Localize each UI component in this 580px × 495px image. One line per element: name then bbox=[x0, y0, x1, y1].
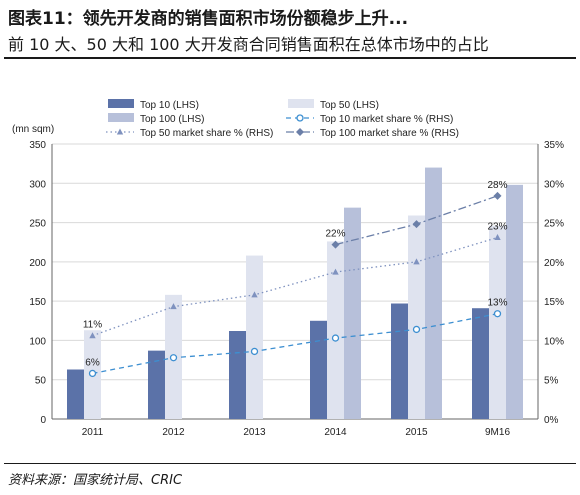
bar bbox=[506, 184, 523, 419]
y2-axis-tick-label: 10% bbox=[544, 336, 564, 347]
y-axis-tick-label: 250 bbox=[29, 219, 46, 230]
data-point bbox=[494, 234, 501, 240]
y2-axis-tick-label: 20% bbox=[544, 258, 564, 269]
legend-label: Top 100 market share % (RHS) bbox=[320, 128, 459, 139]
data-point bbox=[331, 334, 340, 342]
bar bbox=[408, 215, 425, 419]
y2-axis-tick-label: 30% bbox=[544, 179, 564, 190]
data-label: 11% bbox=[83, 320, 102, 331]
data-point bbox=[250, 347, 259, 356]
page-subtitle: 前 10 大、50 大和 100 大开发商合同销售面积在总体市场中的占比 bbox=[8, 35, 489, 54]
bar bbox=[489, 225, 506, 419]
x-axis-tick-label: 2014 bbox=[324, 427, 347, 438]
data-point bbox=[116, 128, 124, 135]
y2-axis-tick-label: 35% bbox=[544, 140, 564, 151]
x-axis-tick-label: 2011 bbox=[82, 427, 104, 438]
bar bbox=[246, 255, 263, 419]
market-share-chart: 0 50 100 150 200 250 300 350 0% 5% 10% 15% 20% 25% 30%… bbox=[12, 99, 564, 438]
source-note: 资料来源：国家统计局、CRIC bbox=[8, 473, 183, 488]
data-point bbox=[296, 114, 304, 122]
data-point bbox=[251, 291, 258, 298]
data-point bbox=[412, 220, 421, 229]
legend-label: Top 100 (LHS) bbox=[140, 114, 204, 125]
data-label: 28% bbox=[487, 180, 507, 191]
data-label: 23% bbox=[487, 222, 507, 233]
legend-label: Top 50 (LHS) bbox=[320, 100, 379, 111]
data-point bbox=[89, 332, 96, 339]
data-point bbox=[88, 369, 97, 378]
bar bbox=[425, 167, 442, 419]
legend-swatch bbox=[108, 99, 134, 108]
legend-swatch bbox=[288, 99, 314, 108]
bar bbox=[148, 350, 165, 419]
y-axis-tick-label: 150 bbox=[29, 297, 46, 308]
x-axis-tick-label: 2012 bbox=[162, 427, 185, 438]
series-line bbox=[92, 236, 498, 337]
data-label: 22% bbox=[325, 229, 345, 240]
y-axis-tick-label: 0 bbox=[40, 415, 46, 426]
bar bbox=[327, 241, 344, 419]
y-axis-tick-label: 200 bbox=[29, 258, 46, 269]
bar bbox=[344, 207, 361, 419]
data-point bbox=[170, 303, 177, 310]
legend-swatch bbox=[108, 113, 134, 122]
y2-axis-tick-label: 0% bbox=[544, 415, 559, 426]
legend-label: Top 10 (LHS) bbox=[140, 100, 199, 111]
data-point bbox=[169, 354, 178, 362]
x-axis-tick-label: 2015 bbox=[405, 427, 428, 438]
legend-label: Top 50 market share % (RHS) bbox=[140, 128, 273, 139]
y-axis-tick-label: 100 bbox=[29, 336, 46, 347]
x-axis-tick-label: 9M16 bbox=[485, 427, 510, 438]
bar bbox=[67, 369, 84, 419]
data-point bbox=[413, 258, 420, 265]
bar bbox=[310, 320, 327, 419]
y-axis-tick-label: 350 bbox=[29, 140, 46, 151]
data-point bbox=[332, 268, 339, 275]
y2-axis-tick-label: 5% bbox=[544, 376, 559, 387]
bar bbox=[391, 303, 408, 419]
x-axis-tick-label: 2013 bbox=[243, 427, 266, 438]
y2-axis-tick-label: 15% bbox=[544, 297, 564, 308]
y-axis-label: (mn sqm) bbox=[12, 124, 54, 135]
legend-label: Top 10 market share % (RHS) bbox=[320, 114, 453, 125]
data-label: 13% bbox=[487, 298, 507, 309]
data-point bbox=[331, 240, 340, 249]
bar bbox=[472, 308, 489, 419]
data-label: 6% bbox=[85, 357, 100, 368]
bar bbox=[229, 331, 246, 419]
data-point bbox=[296, 128, 304, 136]
footer-divider bbox=[4, 463, 576, 464]
header-divider bbox=[4, 57, 576, 59]
data-point bbox=[493, 310, 502, 318]
data-point bbox=[412, 325, 421, 334]
data-point bbox=[493, 191, 502, 200]
y-axis-tick-label: 50 bbox=[35, 376, 47, 387]
y-axis-tick-label: 300 bbox=[29, 179, 46, 190]
y2-axis-tick-label: 25% bbox=[544, 219, 564, 230]
page-title: 图表11：领先开发商的销售面积市场份额稳步上升... bbox=[8, 9, 409, 29]
